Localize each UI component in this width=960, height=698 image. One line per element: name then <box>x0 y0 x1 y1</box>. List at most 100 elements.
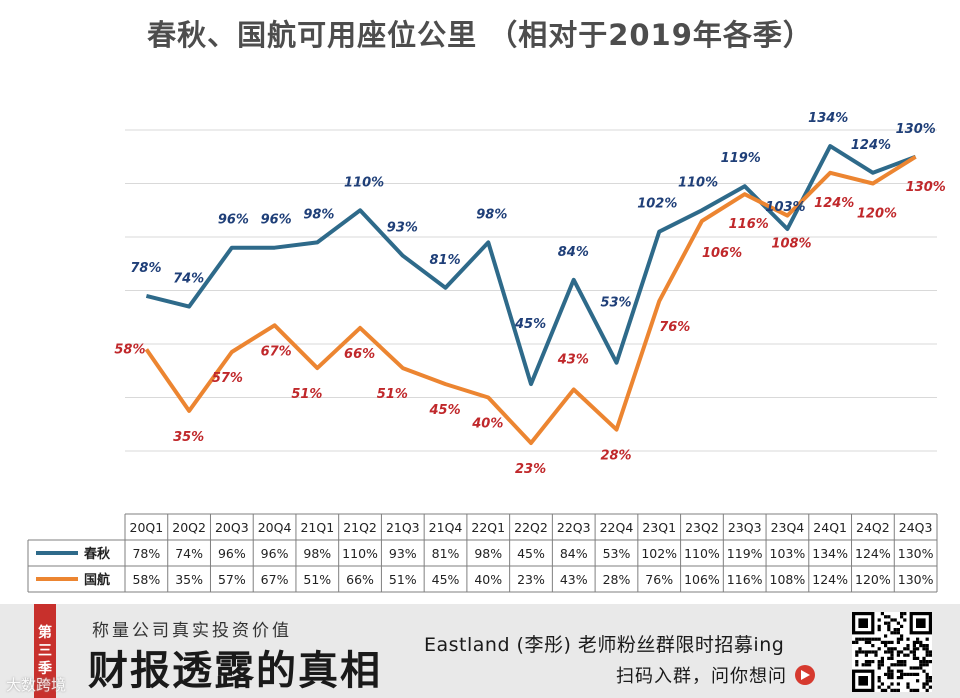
qr-module <box>896 650 900 654</box>
table-header-cell: 22Q3 <box>557 520 591 535</box>
data-label: 108% <box>771 237 811 252</box>
qr-module <box>890 650 894 654</box>
qr-module <box>887 666 891 670</box>
data-label: 40% <box>471 417 503 432</box>
qr-module <box>909 672 913 676</box>
series-line-guohang <box>144 155 917 445</box>
qr-module <box>906 653 910 657</box>
qr-module <box>864 653 868 657</box>
qr-module <box>880 682 884 686</box>
qr-module <box>925 676 929 680</box>
table-cell: 102% <box>641 546 677 561</box>
qr-module <box>912 666 916 670</box>
data-label: 57% <box>212 371 243 386</box>
table-cell: 40% <box>474 572 502 587</box>
table-cell: 134% <box>812 546 848 561</box>
scan-cta[interactable]: 扫码入群，问你想问 <box>616 662 815 688</box>
qr-module <box>912 640 916 644</box>
qr-module <box>916 640 920 644</box>
qr-module <box>852 640 856 644</box>
qr-module <box>890 663 894 667</box>
qr-module <box>925 637 929 641</box>
qr-module <box>855 653 859 657</box>
data-label: 51% <box>291 387 322 402</box>
qr-module <box>919 644 923 648</box>
data-label: 124% <box>814 196 854 211</box>
qr-module <box>896 631 900 635</box>
qr-module <box>871 644 875 648</box>
data-label: 130% <box>906 180 946 195</box>
qr-module <box>855 663 859 667</box>
qr-module <box>887 624 891 628</box>
table-header-cell: 23Q3 <box>728 520 762 535</box>
qr-module <box>858 637 862 641</box>
qr-module <box>884 672 888 676</box>
qr-module <box>896 663 900 667</box>
qr-module <box>900 669 904 673</box>
table-header-cell: 20Q2 <box>172 520 206 535</box>
qr-module <box>925 650 929 654</box>
qr-module <box>887 669 891 673</box>
qr-module <box>880 663 884 667</box>
arrow-right-icon[interactable] <box>795 665 815 685</box>
legend-label: 春秋 <box>83 546 111 562</box>
qr-module <box>864 663 868 667</box>
qr-module <box>925 672 929 676</box>
qr-module <box>909 666 913 670</box>
table-cell: 103% <box>770 546 806 561</box>
qr-module <box>906 682 910 686</box>
table-cell: 28% <box>603 572 631 587</box>
qr-module <box>864 660 868 664</box>
chart-title: 春秋、国航可用座位公里 （相对于2019年各季） <box>147 18 813 52</box>
qr-module <box>900 615 904 619</box>
qr-module <box>909 650 913 654</box>
qr-module <box>887 672 891 676</box>
table-cell: 67% <box>261 572 289 587</box>
qr-module <box>916 637 920 641</box>
table-header-cell: 22Q2 <box>514 520 548 535</box>
qr-module <box>912 650 916 654</box>
qr-module <box>877 676 881 680</box>
qr-module <box>919 660 923 664</box>
table-cell: 78% <box>132 546 160 561</box>
data-label: 28% <box>600 449 631 464</box>
season-tag: 第 三 季 <box>34 604 56 698</box>
table-cell: 35% <box>175 572 203 587</box>
qr-module <box>868 660 872 664</box>
table-cell: 96% <box>261 546 289 561</box>
data-label: 58% <box>114 342 145 357</box>
qr-module <box>884 644 888 648</box>
table-cell: 120% <box>855 572 891 587</box>
qr-module <box>896 682 900 686</box>
data-label: 98% <box>476 207 507 222</box>
qr-module <box>855 660 859 664</box>
qr-module <box>874 637 878 641</box>
qr-module <box>864 640 868 644</box>
data-label: 76% <box>659 320 690 335</box>
qr-module <box>925 653 929 657</box>
qr-module <box>896 653 900 657</box>
qr-module <box>900 663 904 667</box>
table-cell: 51% <box>303 572 331 587</box>
data-label: 23% <box>515 462 546 477</box>
table-header-cell: 24Q3 <box>899 520 933 535</box>
qr-module <box>912 644 916 648</box>
qr-module <box>896 640 900 644</box>
qr-module <box>900 650 904 654</box>
table-header-cell: 20Q3 <box>215 520 249 535</box>
qr-module <box>855 650 859 654</box>
series-line-chunqiu <box>145 144 917 387</box>
data-label: 119% <box>721 151 761 166</box>
qr-module <box>877 647 881 651</box>
qr-module <box>887 615 891 619</box>
qr-module <box>925 679 929 683</box>
qr-module <box>922 647 926 651</box>
qr-module <box>896 688 900 692</box>
qr-module <box>868 640 872 644</box>
qr-module <box>890 682 894 686</box>
recruit-text: Eastland (李彤) 老师粉丝群限时招募ing <box>424 634 785 656</box>
banner-slogan: 称量公司真实投资价值 <box>92 621 292 641</box>
qr-module <box>906 647 910 651</box>
qr-module <box>890 653 894 657</box>
qr-module <box>928 676 932 680</box>
